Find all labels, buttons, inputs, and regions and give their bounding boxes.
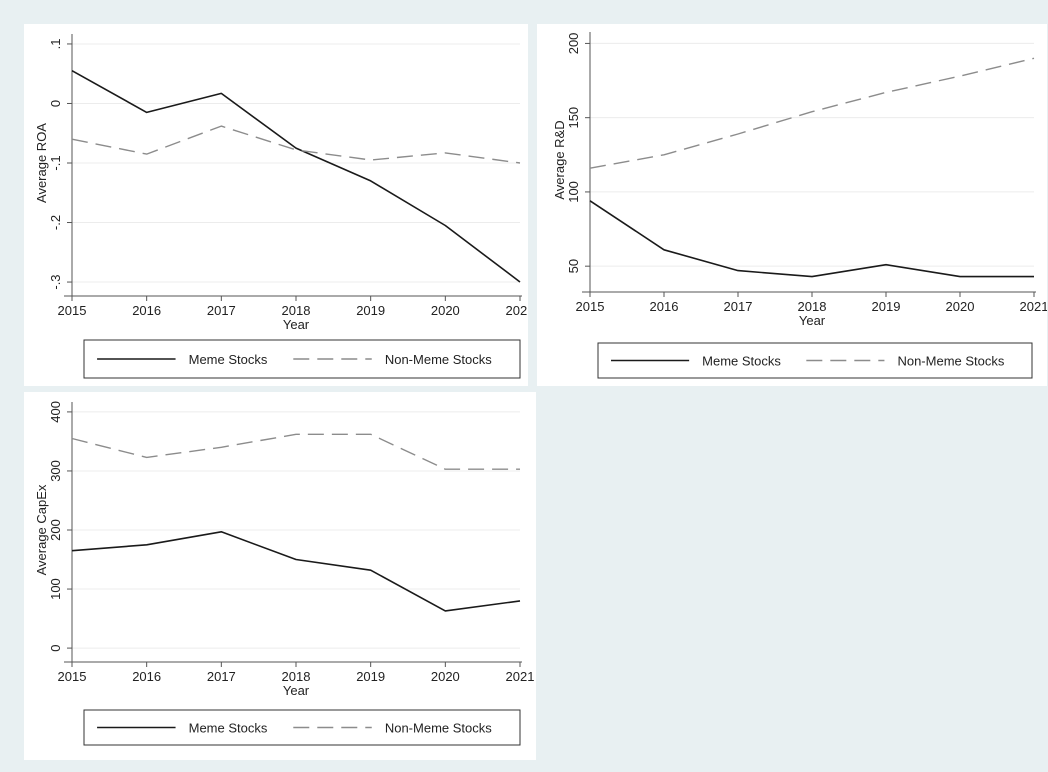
y-tick-label: -.3 (48, 274, 63, 289)
non-meme-series-line (71, 433, 520, 470)
x-tick-label: 2016 (132, 303, 161, 318)
x-tick-label: 2015 (58, 669, 87, 684)
panel-background (537, 24, 1047, 386)
y-tick-label: -.1 (48, 155, 63, 170)
legend-label-meme: Meme Stocks (189, 721, 268, 736)
legend-label-non-meme: Non-Meme Stocks (897, 354, 1004, 369)
legend-label-non-meme: Non-Meme Stocks (385, 352, 492, 367)
y-tick-label: -.2 (48, 215, 63, 230)
roa-chart: .1 0 -.1 -.2 -.3 2015 2016 2017 2018 2019 2020 2021… (24, 24, 528, 386)
x-tick-label: 2019 (356, 303, 385, 318)
x-tick-label: 2015 (58, 303, 87, 318)
legend-label-non-meme: Non-Meme Stocks (385, 721, 492, 736)
x-tick-label: 2016 (650, 299, 679, 314)
x-tick-label: 2016 (132, 669, 161, 684)
y-tick-label: 0 (48, 644, 63, 651)
meme-series-line (589, 200, 1034, 278)
x-tick-label: 2017 (207, 669, 236, 684)
rd-chart: 200 150 100 50 2015 2016 2017 2018 2019 2020 2021 Y… (537, 24, 1047, 386)
gridlines (72, 43, 520, 283)
legend: Meme Stocks Non-Meme Stocks (83, 709, 521, 746)
y-tick-label: 100 (48, 578, 63, 600)
panel-background (24, 24, 528, 386)
y-tick-label: 100 (566, 181, 581, 203)
x-tick-label: 2021 (506, 303, 528, 318)
x-tick-label: 2017 (724, 299, 753, 314)
x-tick-label: 2019 (356, 669, 385, 684)
legend: Meme Stocks Non-Meme Stocks (597, 342, 1033, 379)
y-tick-label: 50 (566, 259, 581, 273)
y-axis-title: Average CapEx (34, 484, 49, 575)
non-meme-series-line (71, 125, 521, 164)
y-tick-label: .1 (48, 39, 63, 50)
y-tick-label: 0 (48, 100, 63, 107)
x-tick-label: 2021 (506, 669, 535, 684)
capex-chart: 400 300 200 100 0 2015 2016 2017 2018 2019 2020 202… (24, 392, 536, 760)
x-tick-label: 2018 (282, 303, 311, 318)
x-tick-label: 2020 (431, 303, 460, 318)
y-tick-label: 300 (48, 460, 63, 482)
x-tick-label: 2017 (207, 303, 236, 318)
panel-background (24, 392, 536, 760)
x-tick-label: 2018 (798, 299, 827, 314)
meme-series-line (71, 531, 521, 612)
y-tick-label: 200 (566, 33, 581, 55)
x-tick-label: 2021 (1020, 299, 1047, 314)
meme-series-line (71, 70, 521, 283)
y-tick-label: 200 (48, 519, 63, 541)
legend: Meme Stocks Non-Meme Stocks (83, 339, 521, 379)
y-axis-title: Average ROA (34, 123, 49, 203)
x-tick-label: 2020 (946, 299, 975, 314)
non-meme-series-line (589, 57, 1035, 169)
y-tick-label: 150 (566, 107, 581, 129)
gridlines (72, 411, 520, 649)
x-tick-label: 2018 (282, 669, 311, 684)
y-tick-label: 400 (48, 401, 63, 423)
x-axis-title: Year (799, 313, 826, 328)
x-tick-label: 2015 (576, 299, 605, 314)
y-axis-title: Average R&D (552, 120, 567, 199)
x-axis-title: Year (283, 683, 310, 698)
x-tick-label: 2019 (872, 299, 901, 314)
legend-label-meme: Meme Stocks (702, 354, 781, 369)
x-tick-label: 2020 (431, 669, 460, 684)
x-axis-title: Year (283, 317, 310, 332)
legend-label-meme: Meme Stocks (189, 352, 268, 367)
gridlines (590, 42, 1034, 267)
